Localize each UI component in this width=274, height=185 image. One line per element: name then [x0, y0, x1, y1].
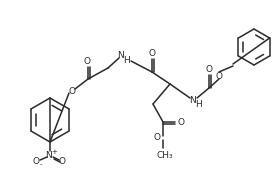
Text: N: N	[118, 51, 124, 60]
Text: H: H	[123, 56, 129, 65]
Text: N: N	[46, 151, 52, 159]
Text: +: +	[51, 149, 57, 155]
Text: O: O	[33, 157, 39, 166]
Text: -: -	[40, 161, 42, 167]
Text: O: O	[178, 117, 184, 127]
Text: O: O	[206, 65, 213, 73]
Text: O: O	[149, 48, 156, 58]
Text: O: O	[68, 87, 76, 95]
Text: N: N	[190, 95, 196, 105]
Text: O: O	[59, 157, 65, 166]
Text: O: O	[84, 56, 90, 65]
Text: CH₃: CH₃	[157, 152, 173, 161]
Text: O: O	[215, 71, 222, 80]
Text: H: H	[195, 100, 201, 108]
Text: O: O	[153, 132, 161, 142]
